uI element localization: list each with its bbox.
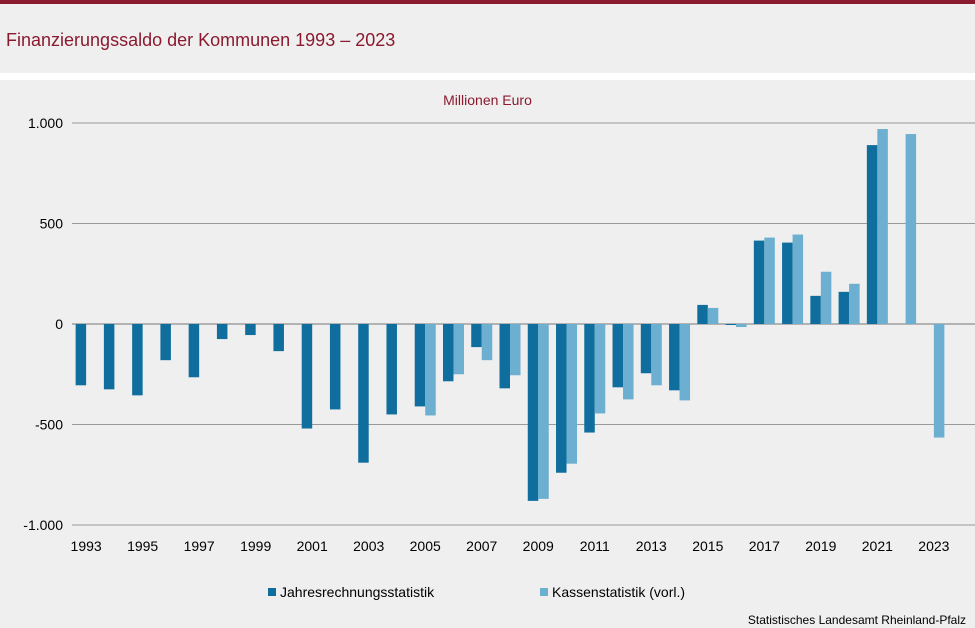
bar-kasse-2014 bbox=[679, 324, 691, 401]
top-rule bbox=[0, 0, 975, 4]
bar-kasse-2023 bbox=[933, 324, 945, 438]
bar-kasse-2020 bbox=[849, 283, 860, 324]
x-tick-label: 2003 bbox=[353, 538, 384, 554]
x-tick-label: 2007 bbox=[466, 538, 497, 554]
y-tick-label: 0 bbox=[55, 316, 63, 332]
bar-jahresrechnung-2001 bbox=[301, 324, 313, 429]
x-tick-label: 2021 bbox=[862, 538, 893, 554]
bar-kasse-2019 bbox=[820, 271, 832, 324]
bar-jahresrechnung-2016 bbox=[725, 324, 737, 326]
bar-kasse-2011 bbox=[594, 324, 606, 414]
bar-jahresrechnung-2021 bbox=[866, 145, 878, 324]
y-tick-label: 1.000 bbox=[28, 115, 63, 131]
title-separator bbox=[0, 73, 975, 80]
x-tick-label: 1999 bbox=[240, 538, 271, 554]
bar-jahresrechnung-1995 bbox=[132, 324, 143, 396]
x-tick-label: 1993 bbox=[71, 538, 102, 554]
bar-jahresrechnung-2009 bbox=[527, 324, 539, 501]
legend-label-series-2: Kassenstatistik (vorl.) bbox=[552, 584, 686, 600]
legend-item-series-2: Kassenstatistik (vorl.) bbox=[540, 584, 685, 600]
x-tick-label: 1995 bbox=[127, 538, 158, 554]
bar-kasse-2009 bbox=[538, 324, 549, 499]
bar-kasse-2008 bbox=[510, 324, 521, 376]
unit-label: Millionen Euro bbox=[443, 92, 532, 108]
bar-jahresrechnung-2013 bbox=[640, 324, 652, 374]
bar-jahresrechnung-2018 bbox=[782, 242, 793, 324]
legend-label-series-1: Jahresrechnungsstatistik bbox=[280, 584, 435, 600]
y-tick-label: -1.000 bbox=[23, 517, 63, 533]
x-tick-label: 2013 bbox=[636, 538, 667, 554]
bar-kasse-2022 bbox=[905, 134, 917, 324]
bar-jahresrechnung-2020 bbox=[838, 291, 850, 324]
chart-title: Finanzierungssaldo der Kommunen 1993 – 2… bbox=[6, 30, 396, 50]
legend-swatch-series-1 bbox=[268, 588, 276, 596]
x-tick-label: 2019 bbox=[805, 538, 836, 554]
x-tick-label: 2009 bbox=[523, 538, 554, 554]
bar-jahresrechnung-1997 bbox=[188, 324, 200, 378]
x-tick-label: 2017 bbox=[749, 538, 780, 554]
bar-jahresrechnung-2011 bbox=[584, 324, 595, 433]
bar-jahresrechnung-2015 bbox=[697, 304, 708, 324]
x-tick-label: 2001 bbox=[297, 538, 328, 554]
bar-jahresrechnung-1998 bbox=[216, 324, 228, 340]
bar-jahresrechnung-1994 bbox=[103, 324, 115, 390]
bar-jahresrechnung-2019 bbox=[810, 295, 821, 324]
bar-jahresrechnung-1999 bbox=[245, 324, 256, 336]
x-tick-label: 2015 bbox=[692, 538, 723, 554]
bar-kasse-2010 bbox=[566, 324, 578, 464]
x-tick-label: 2005 bbox=[410, 538, 441, 554]
legend-swatch-series-2 bbox=[540, 588, 548, 596]
bar-kasse-2015 bbox=[707, 307, 719, 324]
bar-kasse-2006 bbox=[453, 324, 464, 375]
bar-jahresrechnung-2008 bbox=[499, 324, 510, 389]
bar-jahresrechnung-2005 bbox=[414, 324, 426, 407]
bar-jahresrechnung-2000 bbox=[273, 324, 284, 352]
bar-kasse-2007 bbox=[481, 324, 493, 361]
bar-jahresrechnung-2006 bbox=[442, 324, 454, 382]
bar-jahresrechnung-2002 bbox=[329, 324, 341, 410]
legend-item-series-1: Jahresrechnungsstatistik bbox=[268, 584, 434, 600]
x-tick-label: 2011 bbox=[580, 538, 610, 554]
y-tick-label: -500 bbox=[35, 417, 63, 433]
bar-jahresrechnung-2004 bbox=[386, 324, 397, 415]
source-note: Statistisches Landesamt Rheinland-Pfalz bbox=[747, 613, 966, 627]
x-tick-label: 2023 bbox=[918, 538, 949, 554]
x-tick-label: 1997 bbox=[184, 538, 215, 554]
bar-jahresrechnung-2003 bbox=[358, 324, 369, 463]
bar-kasse-2005 bbox=[425, 324, 436, 416]
bar-kasse-2013 bbox=[651, 324, 662, 386]
bar-kasse-2017 bbox=[764, 237, 775, 324]
bar-jahresrechnung-2012 bbox=[612, 324, 624, 388]
bar-jahresrechnung-1993 bbox=[75, 324, 87, 386]
bar-jahresrechnung-2010 bbox=[556, 324, 567, 473]
y-tick-label: 500 bbox=[40, 216, 64, 232]
bar-kasse-2021 bbox=[877, 129, 888, 324]
bar-jahresrechnung-2007 bbox=[471, 324, 482, 348]
bar-jahresrechnung-2014 bbox=[669, 324, 680, 391]
bar-kasse-2016 bbox=[736, 324, 747, 328]
bar-kasse-2018 bbox=[792, 234, 804, 324]
bar-jahresrechnung-1996 bbox=[160, 324, 171, 361]
bar-jahresrechnung-2017 bbox=[753, 240, 765, 324]
bar-kasse-2012 bbox=[623, 324, 634, 400]
